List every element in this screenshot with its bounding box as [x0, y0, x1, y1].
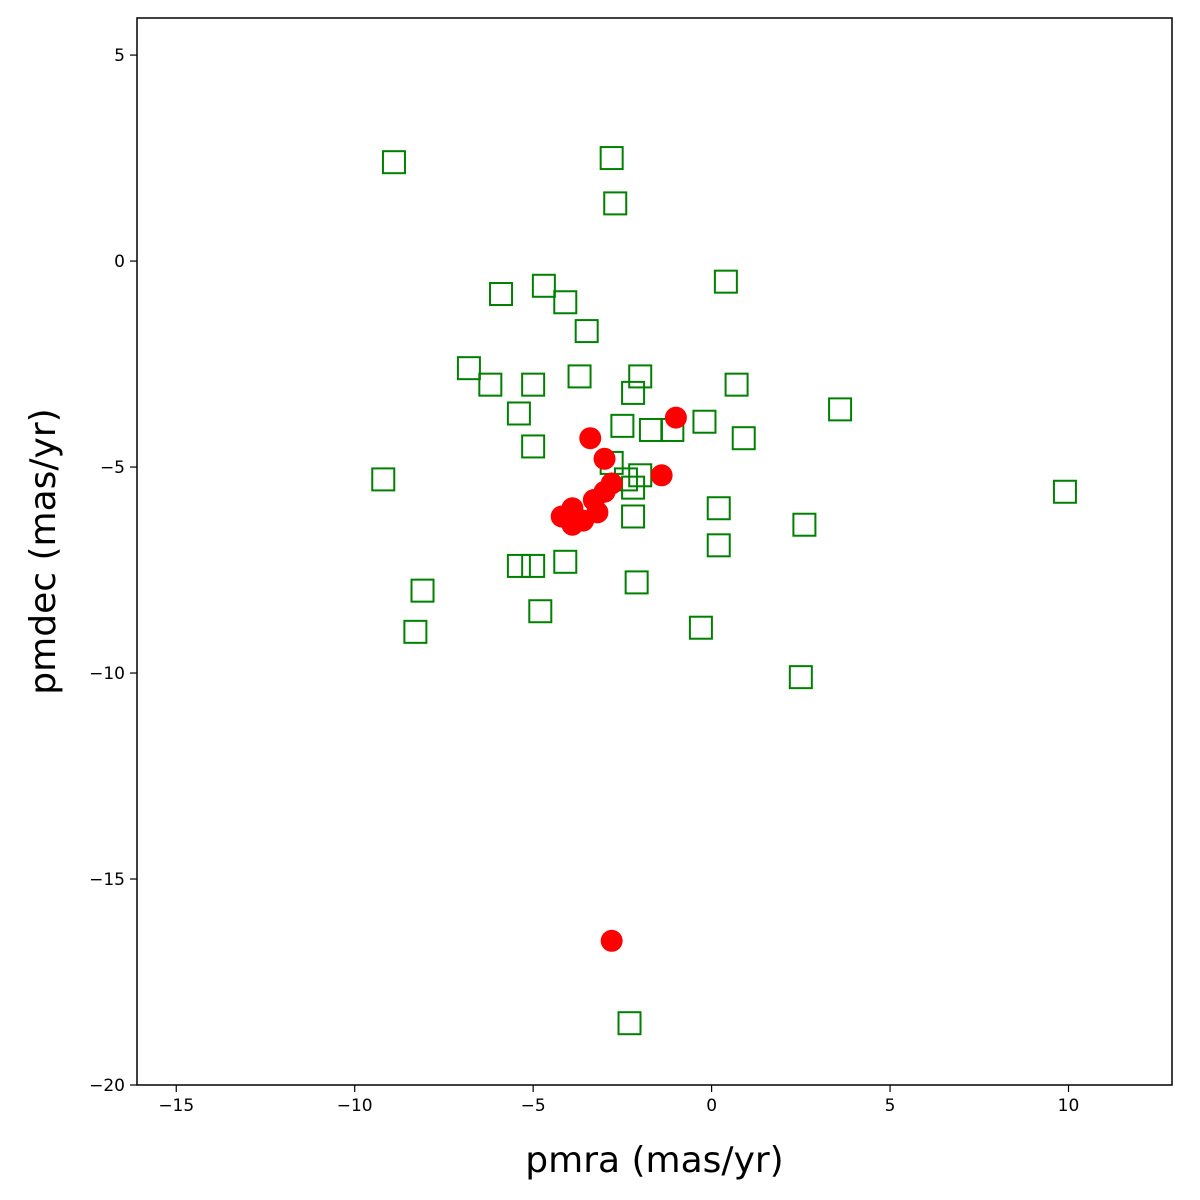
circle-marker: [586, 501, 609, 524]
square-marker: [617, 1011, 642, 1036]
square-marker: [828, 397, 853, 422]
square-marker: [381, 150, 406, 175]
square-marker: [403, 619, 428, 644]
square-marker: [706, 496, 731, 521]
square-marker: [788, 665, 813, 690]
x-tick-label: −15: [158, 1096, 194, 1116]
data-points: [371, 146, 1077, 1036]
square-marker: [1052, 479, 1077, 504]
square-marker: [621, 380, 646, 405]
x-axis-ticks: −15 −10 −5 0 5 10: [158, 1085, 1079, 1116]
circle-marker: [650, 464, 673, 487]
square-marker: [628, 364, 653, 389]
circle-marker: [593, 447, 616, 470]
y-axis-label: pmdec (mas/yr): [23, 408, 64, 694]
square-marker: [574, 319, 599, 344]
square-marker: [410, 578, 435, 603]
square-marker: [521, 372, 546, 397]
x-axis-label: pmra (mas/yr): [525, 1140, 783, 1181]
x-tick-label: −10: [337, 1096, 373, 1116]
x-tick-label: −5: [521, 1096, 546, 1116]
square-marker: [478, 372, 503, 397]
square-marker: [371, 467, 396, 492]
y-tick-label: −20: [89, 1076, 125, 1096]
square-marker: [553, 290, 578, 315]
square-marker: [624, 570, 649, 595]
square-marker: [489, 282, 514, 307]
y-tick-label: −15: [89, 870, 125, 890]
square-marker: [610, 413, 635, 438]
y-tick-label: 0: [114, 252, 125, 272]
x-tick-label: 10: [1058, 1096, 1080, 1116]
square-marker: [531, 273, 556, 298]
square-marker: [731, 426, 756, 451]
y-tick-label: 5: [114, 46, 125, 66]
square-marker: [506, 553, 531, 578]
square-marker: [724, 372, 749, 397]
x-tick-label: 0: [706, 1096, 717, 1116]
square-marker: [706, 533, 731, 558]
square-marker: [692, 409, 717, 434]
square-marker: [621, 475, 646, 500]
y-tick-label: −5: [100, 458, 125, 478]
circle-marker: [579, 427, 602, 450]
y-tick-label: −10: [89, 664, 125, 684]
circle-marker: [600, 929, 623, 952]
circle-marker: [561, 513, 584, 536]
square-marker: [567, 364, 592, 389]
circle-marker: [664, 406, 687, 429]
square-marker: [521, 553, 546, 578]
square-marker: [456, 356, 481, 381]
square-marker: [528, 599, 553, 624]
square-marker: [506, 401, 531, 426]
square-marker: [792, 512, 817, 537]
plot-frame: [136, 17, 1173, 1086]
square-marker: [553, 549, 578, 574]
square-marker: [621, 504, 646, 529]
square-marker: [688, 615, 713, 640]
square-marker: [599, 146, 624, 171]
square-marker: [521, 434, 546, 459]
square-marker: [603, 191, 628, 216]
square-marker: [713, 269, 738, 294]
x-tick-label: 5: [885, 1096, 896, 1116]
y-axis-ticks: 5 0 −5 −10 −15 −20: [89, 46, 137, 1096]
